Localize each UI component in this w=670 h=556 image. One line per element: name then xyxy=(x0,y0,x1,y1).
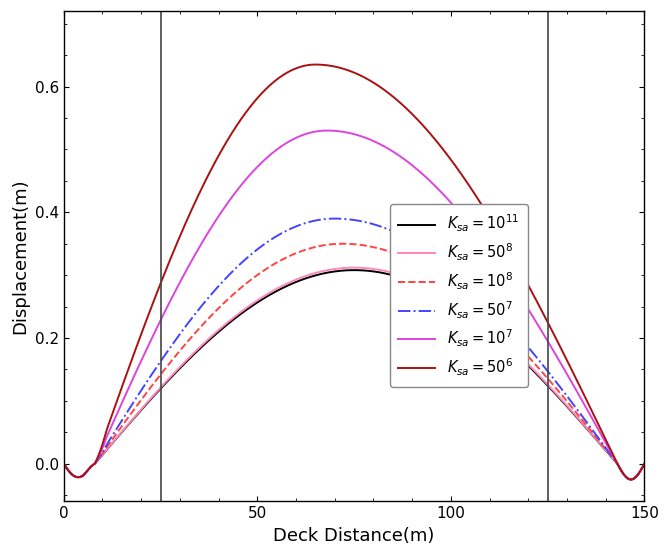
Legend: $K_{sa}=10^{11}$, $K_{sa}=50^{8}$, $K_{sa}=10^{8}$, $K_{sa}=50^{7}$, $K_{sa}=10^: $K_{sa}=10^{11}$, $K_{sa}=50^{8}$, $K_{s… xyxy=(390,205,528,387)
Y-axis label: Displacement(m): Displacement(m) xyxy=(11,178,29,334)
X-axis label: Deck Distance(m): Deck Distance(m) xyxy=(273,527,435,545)
